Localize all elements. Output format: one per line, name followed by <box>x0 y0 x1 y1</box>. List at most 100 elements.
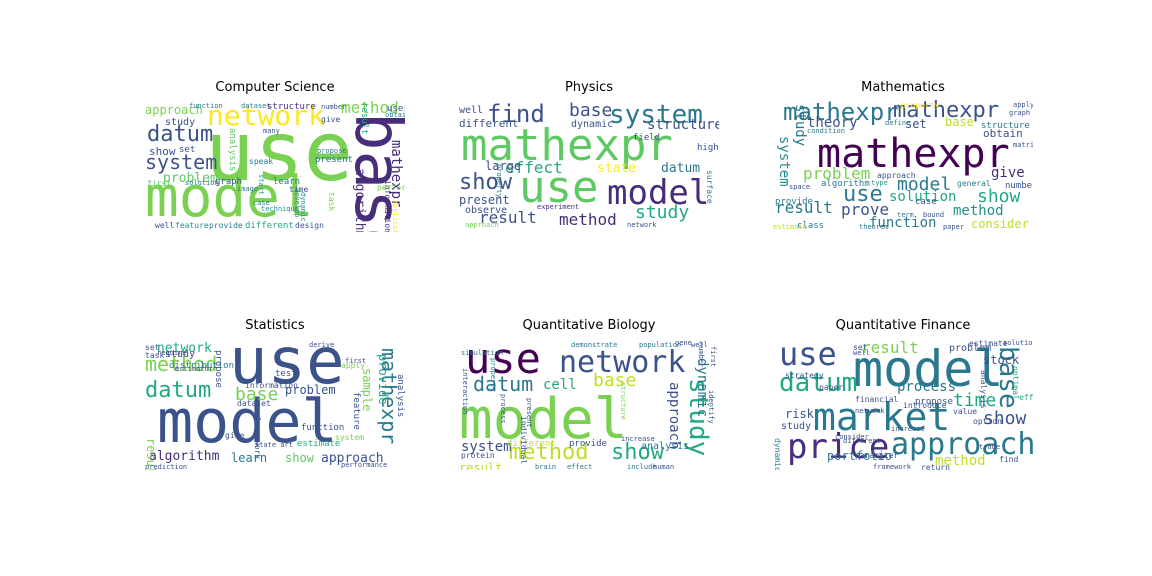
cloud-word: structure <box>647 117 719 133</box>
cloud-word: use <box>205 105 354 200</box>
cloud-word: price <box>787 427 890 467</box>
cloud-word: case <box>253 199 270 207</box>
cloud-word: obtain <box>385 111 405 119</box>
cloud-word: function <box>869 215 937 231</box>
cloud-word: trade <box>979 443 1001 451</box>
cloud-word: different <box>507 439 556 449</box>
cloud-word: estimate <box>773 223 807 231</box>
cloud-word: apply <box>1013 101 1033 109</box>
cloud-word: learn <box>231 451 268 465</box>
cloud-word: propose <box>317 147 347 155</box>
cloud-word: matrix <box>1013 141 1033 149</box>
cloud-word: obtain <box>983 127 1023 140</box>
cloud-word: human <box>653 463 675 471</box>
panel-title: Quantitative Biology <box>522 318 656 333</box>
cloud-word: study <box>792 104 808 147</box>
cloud-word: framework <box>873 463 911 471</box>
cloud-word: datum <box>779 368 858 398</box>
cloud-word: dataset <box>237 399 271 408</box>
cloud-word: introduce <box>903 401 947 410</box>
cloud-word: observe <box>465 205 508 216</box>
cloud-word: different <box>843 437 881 445</box>
cloud-word: framework <box>253 416 262 460</box>
cloud-word: field <box>633 133 661 143</box>
cloud-word: show <box>459 170 512 195</box>
cloud-word: datum <box>473 372 534 396</box>
cloud-word: structure <box>981 121 1030 131</box>
cloud-word: show <box>149 145 176 158</box>
cloud-word: method <box>509 440 589 465</box>
cloud-word: derive <box>309 341 335 349</box>
cloud-word: prove <box>841 200 890 219</box>
cloud-word: study <box>781 421 812 432</box>
panel-title: Computer Science <box>215 80 335 95</box>
wordcloud-panel: Quantitative Finance model market use price a… <box>773 318 1033 471</box>
cloud-word: model <box>157 387 338 457</box>
cloud-word: property <box>901 101 940 110</box>
cloud-word: result <box>775 198 833 217</box>
cloud-word: stock <box>983 353 1020 367</box>
cloud-word: class <box>797 221 825 231</box>
cloud-word: well <box>155 221 175 230</box>
cloud-word: time <box>289 185 309 194</box>
wordcloud-panel: Quantitative Biology model use network datum… <box>459 318 719 471</box>
cloud-word: find <box>487 100 545 128</box>
cloud-word: set <box>145 343 160 352</box>
cloud-word: approach <box>145 103 203 117</box>
cloud-word: model <box>853 340 1004 398</box>
cloud-word: show <box>611 440 664 465</box>
cloud-word: identify <box>707 390 715 424</box>
cloud-word: show <box>977 186 1021 207</box>
cloud-word: use <box>779 338 837 373</box>
cloud-word: learn <box>273 177 301 187</box>
cloud-word: provide <box>569 439 607 449</box>
cloud-word: information <box>245 381 298 390</box>
cloud-word: model <box>897 174 952 195</box>
cloud-word: base <box>945 115 974 129</box>
cloud-word: term <box>897 211 914 219</box>
cloud-word: estimate <box>297 439 341 449</box>
cloud-word: dynamic <box>773 438 782 470</box>
cloud-word: datum <box>145 378 212 403</box>
cloud-word: solution <box>1003 339 1033 347</box>
cloud-word: paper <box>943 223 965 231</box>
cloud-word: feature <box>351 392 361 430</box>
cloud-word: market <box>813 395 951 439</box>
cloud-word: algorithm <box>149 449 220 464</box>
cloud-word: parameter <box>855 451 899 460</box>
panel-title: Quantitative Finance <box>835 318 971 333</box>
cloud-word: start <box>257 174 265 196</box>
cloud-word: approach <box>891 427 1033 462</box>
cloud-word: method <box>953 203 1004 219</box>
cloud-word: model <box>607 173 710 213</box>
wordcloud-panel: Physics mathexpr use model system find base sho… <box>459 80 719 232</box>
cloud-word: condition <box>807 127 845 135</box>
cloud-word: problem <box>163 171 218 186</box>
cloud-word: strategy <box>785 371 824 380</box>
cloud-word: require <box>157 349 187 357</box>
cloud-word: analysis <box>979 370 988 409</box>
cloud-word: propose <box>213 350 223 388</box>
cloud-word: structure <box>267 102 316 112</box>
cloud-word: approach <box>321 451 384 466</box>
cloud-word: image <box>237 185 259 193</box>
cloud-word: surface <box>705 170 714 204</box>
cloud-word: process <box>897 379 957 395</box>
cloud-word: time <box>953 390 997 411</box>
cloud-word: study <box>165 349 196 360</box>
cloud-word: mathexpr <box>893 100 999 123</box>
cloud-word: optimal <box>1011 366 1020 400</box>
cloud-word: consider <box>835 433 869 441</box>
cloud-word: distribution <box>169 361 235 371</box>
cloud-word: structure <box>619 382 627 420</box>
cloud-word: portfolio <box>827 449 893 463</box>
cloud-word: method <box>341 100 399 117</box>
cloud-word: function <box>301 423 345 433</box>
cloud-word: result <box>479 208 537 227</box>
cloud-word: use <box>843 182 883 207</box>
cloud-word: datum <box>147 122 214 147</box>
cloud-word: option <box>973 417 1002 426</box>
cloud-word: present <box>315 155 353 165</box>
cloud-word: well <box>853 349 870 357</box>
wordcloud-panel: Statistics use model method datum base mathexp… <box>145 318 405 470</box>
